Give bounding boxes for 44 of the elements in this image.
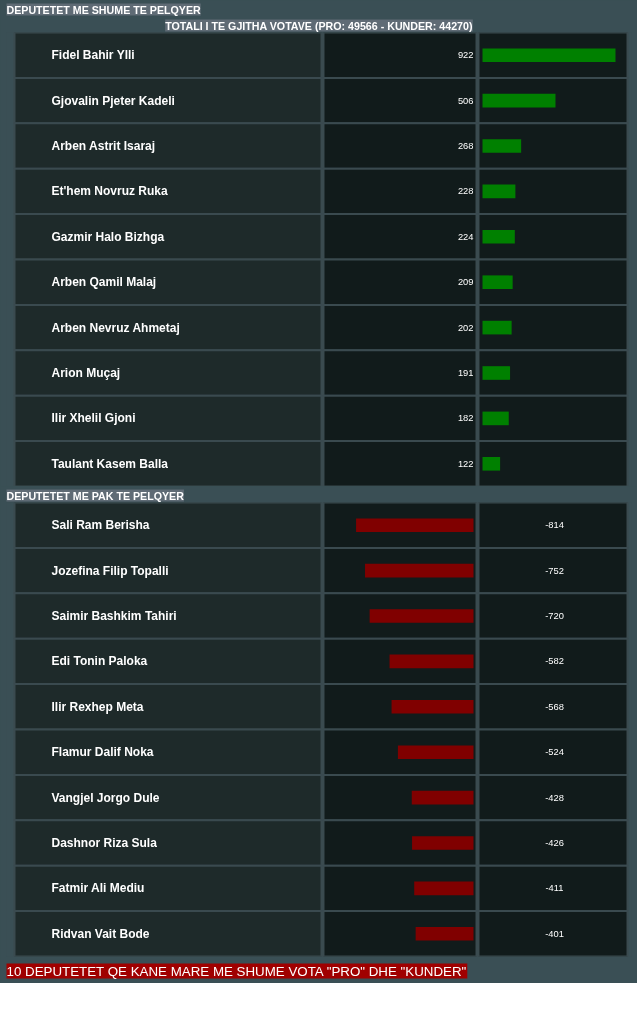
y-tick-label: Arben Nevruz Ahmetaj xyxy=(51,320,180,335)
y-tick-label: Ilir Xhelil Gjoni xyxy=(51,411,136,426)
y-tick-label: Sali Ram Berisha xyxy=(51,518,150,533)
data-label: -568 xyxy=(545,701,564,712)
y-tick-label: Dashnor Riza Sula xyxy=(51,836,158,850)
y-tick-label: Edi Tonin Paloka xyxy=(51,654,148,669)
y-tick-label: Saimir Bashkim Tahiri xyxy=(51,609,177,623)
y-tick-label: Jozefina Filip Topalli xyxy=(51,563,169,578)
data-label: 922 xyxy=(457,50,474,61)
y-tick-label: Gjovalin Pjeter Kadeli xyxy=(51,93,175,108)
y-tick-label: Arben Qamil Malaj xyxy=(51,275,157,290)
data-label: 202 xyxy=(457,322,474,333)
y-tick-label: Vangjel Jorgo Dule xyxy=(51,790,160,805)
y-tick-label: Arben Astrit Isaraj xyxy=(51,139,156,153)
text: 10 DEPUTETET QE KANE MARE ME SHUME VOTA "PRO" DHE "KUNDER" xyxy=(6,963,467,979)
data-label: 506 xyxy=(457,95,474,106)
data-label: 122 xyxy=(457,458,474,469)
data-label: 191 xyxy=(457,368,474,378)
data-label: -814 xyxy=(545,520,564,531)
y-tick-label: Fidel Bahir Ylli xyxy=(51,48,135,63)
data-label: -401 xyxy=(545,928,564,939)
y-tick-label: Gazmir Halo Bizhga xyxy=(51,229,165,244)
data-label: -428 xyxy=(545,792,564,803)
text: TOTALI I TE GJITHA VOTAVE (PRO: 49566 - KUNDER: 44270) xyxy=(165,19,473,32)
data-label: 268 xyxy=(457,141,474,151)
y-tick-label: Fatmir Ali Mediu xyxy=(51,881,145,896)
text: DEPUTETET ME PAK TE PELQYER xyxy=(6,489,185,502)
y-tick-label: Taulant Kasem Balla xyxy=(51,456,169,471)
y-tick-label: Ridvan Vait Bode xyxy=(51,926,150,941)
data-label: 228 xyxy=(457,186,474,197)
data-label: -582 xyxy=(545,656,564,667)
data-label: -411 xyxy=(545,883,564,894)
data-label: 182 xyxy=(457,413,474,424)
data-label: -426 xyxy=(545,838,564,848)
data-label: -752 xyxy=(545,565,564,576)
y-tick-label: Et'hem Novruz Ruka xyxy=(51,184,169,199)
data-label: 224 xyxy=(457,231,474,242)
data-label: 209 xyxy=(457,277,474,288)
y-tick-label: Flamur Dalif Noka xyxy=(51,745,154,760)
data-label: -524 xyxy=(545,747,564,758)
data-label: -720 xyxy=(545,611,564,621)
text: DEPUTETET ME SHUME TE PELQYER xyxy=(6,3,202,16)
y-tick-label: Arion Muçaj xyxy=(51,366,121,380)
y-tick-label: Ilir Rexhep Meta xyxy=(51,699,144,714)
